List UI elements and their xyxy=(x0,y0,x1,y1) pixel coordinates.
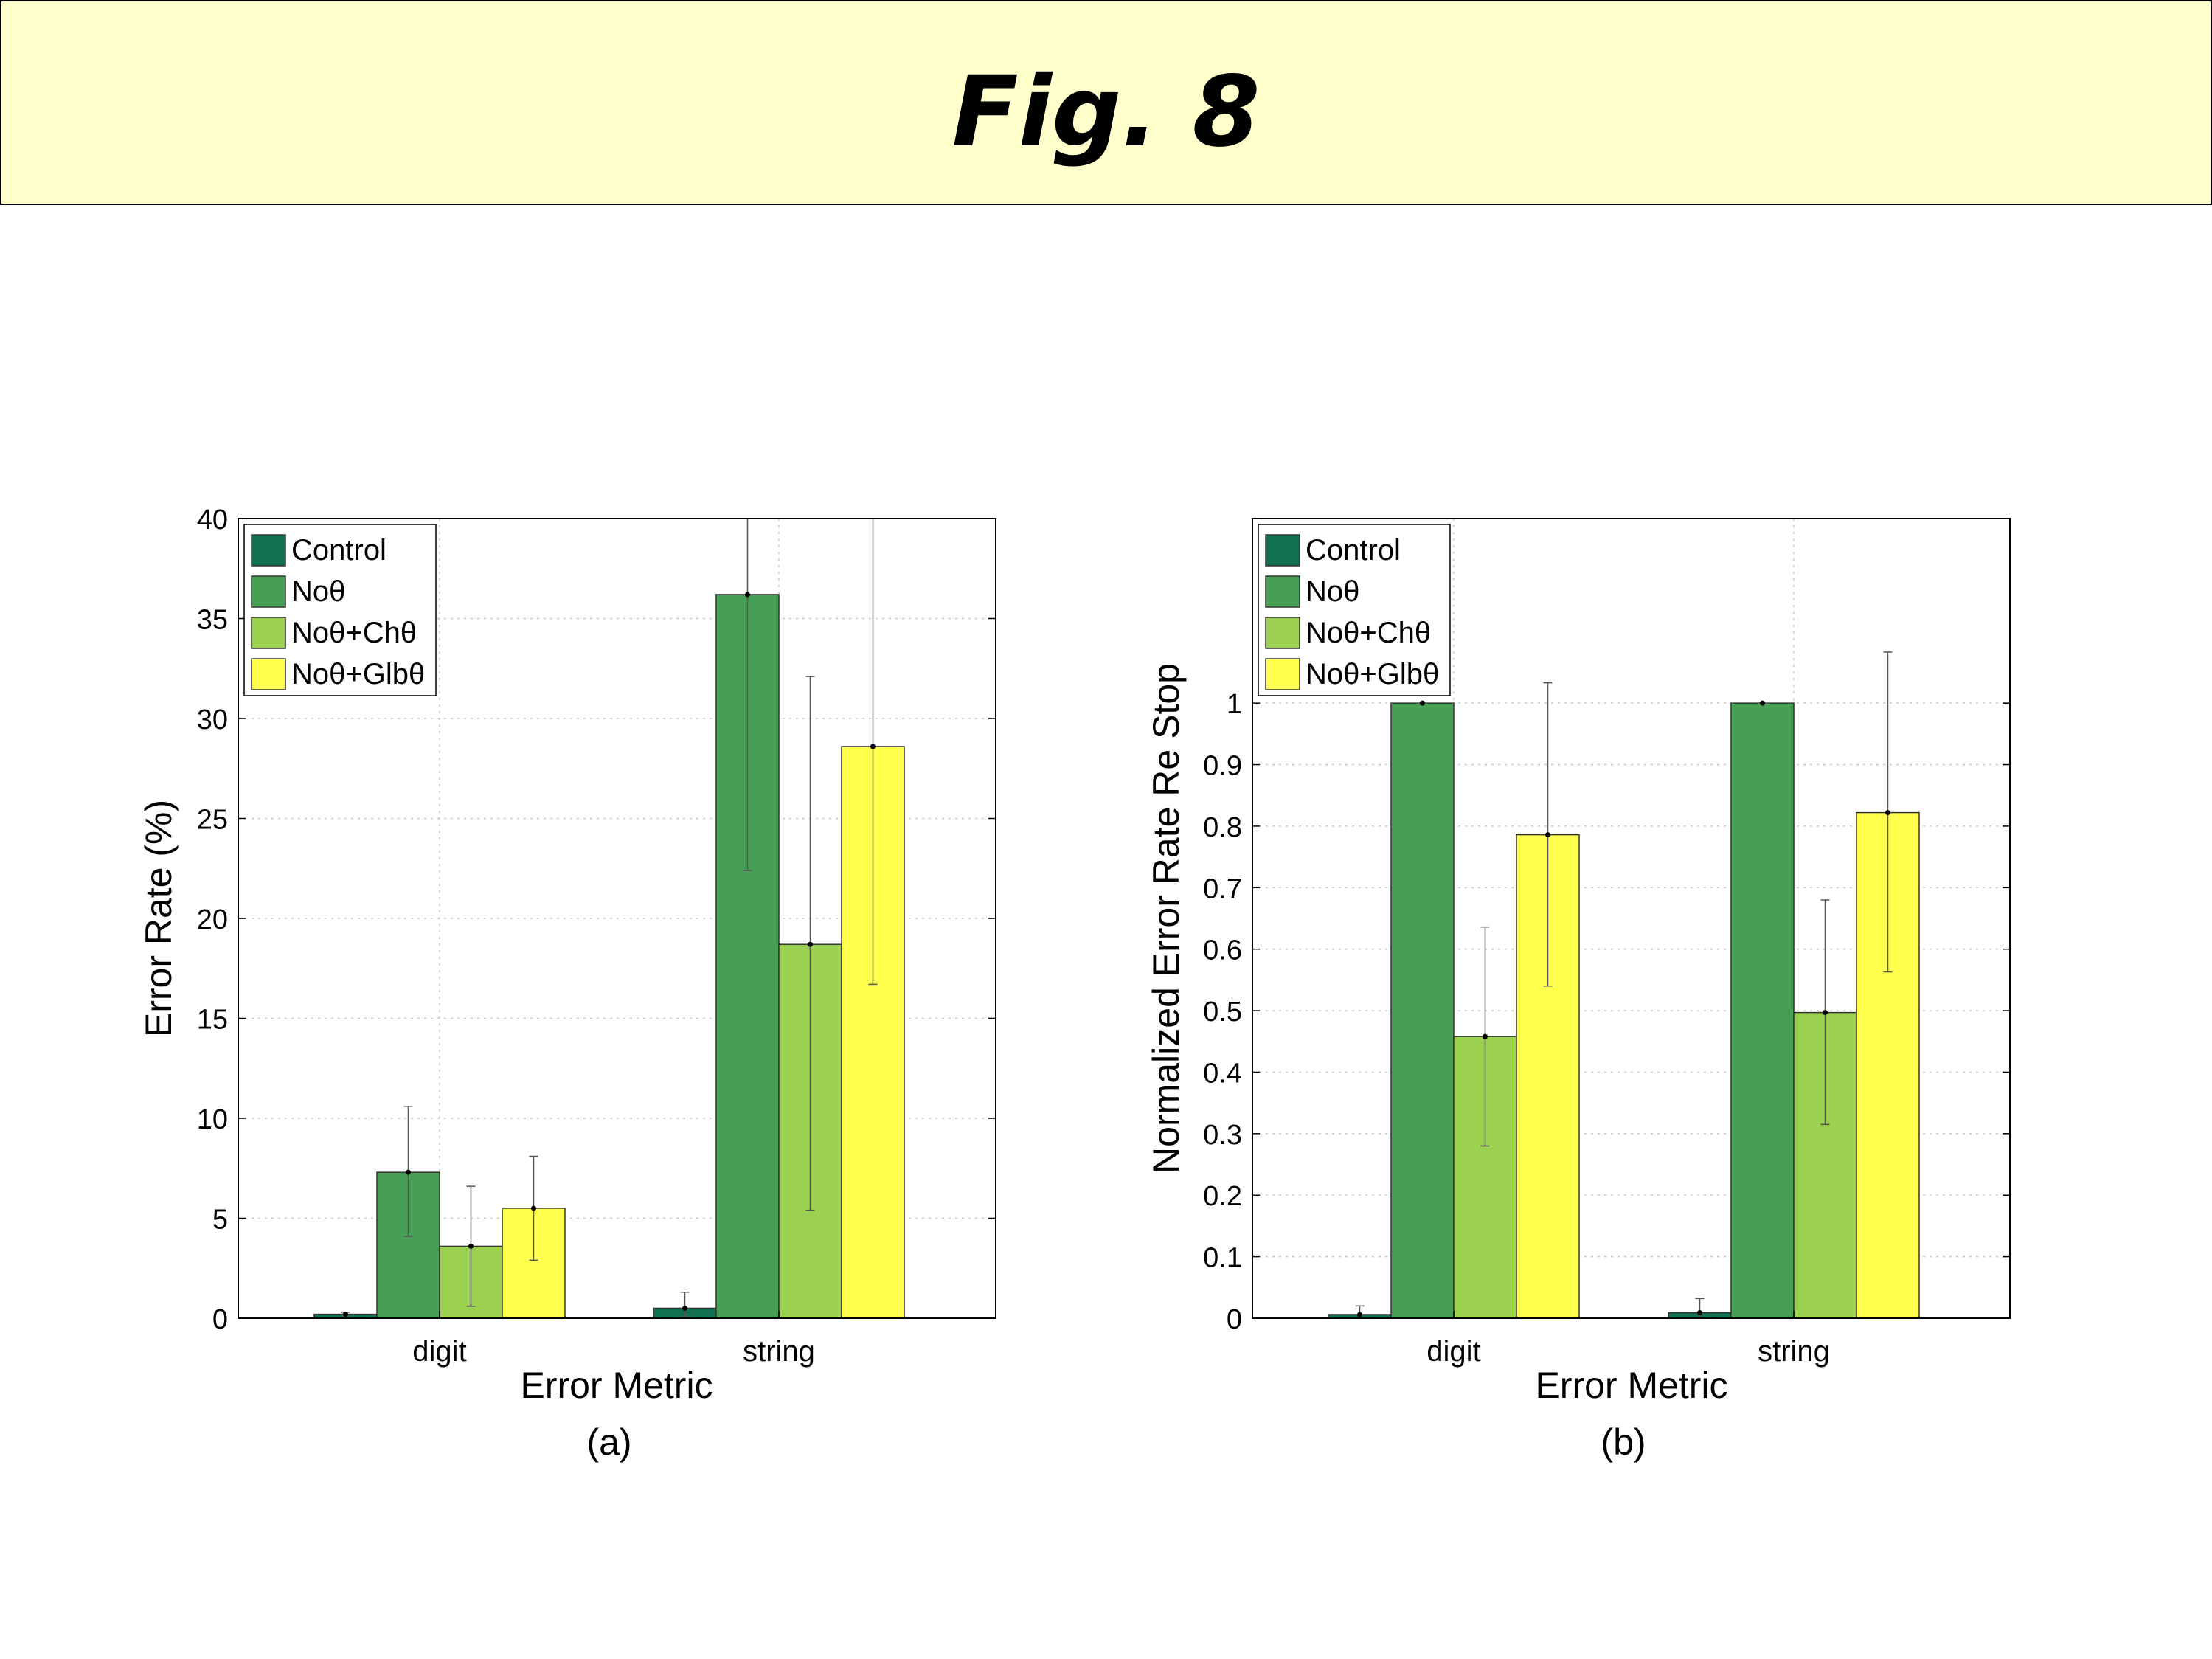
y-tick-label: 25 xyxy=(197,805,228,836)
legend-swatch xyxy=(1265,534,1300,567)
legend-entry: Noθ xyxy=(291,575,345,608)
chart-caption: (a) xyxy=(586,1421,631,1463)
mean-marker xyxy=(870,744,876,749)
y-tick-label: 0.7 xyxy=(1203,873,1242,904)
y-axis-label: Normalized Error Rate Re Stop xyxy=(1145,663,1187,1174)
x-tick-label: digit xyxy=(412,1335,466,1368)
y-tick-label: 40 xyxy=(197,505,228,536)
y-tick-label: 20 xyxy=(197,904,228,935)
x-axis-label: Error Metric xyxy=(520,1365,713,1406)
chart-a: 0 5 10 15 20 25 30 35 40 digit string Error Metric E… xyxy=(138,505,996,1463)
y-tick-label: 0 xyxy=(1227,1304,1242,1335)
legend-entry: Noθ+Glbθ xyxy=(1306,658,1439,690)
y-tick-label: 0.6 xyxy=(1203,935,1242,966)
y-tick-label: 15 xyxy=(197,1005,228,1036)
mean-marker xyxy=(406,1169,411,1175)
x-tick-label: string xyxy=(743,1335,815,1368)
mean-marker xyxy=(745,592,750,598)
legend-entry: Noθ+Chθ xyxy=(291,617,417,649)
y-tick-label: 30 xyxy=(197,704,228,735)
legend-swatch xyxy=(251,617,286,649)
mean-marker xyxy=(1357,1312,1362,1317)
legend-swatch xyxy=(1265,617,1300,649)
mean-marker xyxy=(468,1243,474,1249)
legend-swatch xyxy=(251,575,286,608)
mean-marker xyxy=(343,1312,348,1317)
mean-marker xyxy=(1760,700,1765,706)
y-tick-label: 0.9 xyxy=(1203,751,1242,782)
y-tick-label: 35 xyxy=(197,605,228,636)
bar-no-digit xyxy=(1390,702,1455,1319)
mean-marker xyxy=(1483,1033,1488,1039)
title-banner: Fig. 8 xyxy=(0,0,2212,205)
chart-caption: (b) xyxy=(1601,1421,1646,1463)
legend-entry: Noθ+Glbθ xyxy=(291,658,425,690)
bar-no-string xyxy=(1730,702,1795,1319)
legend-swatch xyxy=(251,534,286,567)
axes-frame xyxy=(238,518,996,1319)
x-axis-label: Error Metric xyxy=(1535,1365,1727,1406)
y-tick-label: 0.5 xyxy=(1203,997,1242,1028)
legend-entry: Control xyxy=(291,534,386,567)
figure-title: Fig. 8 xyxy=(951,55,1261,169)
x-tick-label: string xyxy=(1758,1335,1830,1368)
y-tick-label: 0 xyxy=(212,1304,228,1335)
y-tick-label: 0.4 xyxy=(1203,1058,1242,1089)
y-tick-label: 0.1 xyxy=(1203,1243,1242,1274)
y-tick-label: 1 xyxy=(1227,689,1242,720)
legend-swatch xyxy=(251,658,286,690)
mean-marker xyxy=(531,1205,536,1211)
legend-entry: Noθ+Chθ xyxy=(1306,617,1431,649)
mean-marker xyxy=(682,1305,687,1311)
y-axis-label: Error Rate (%) xyxy=(138,800,179,1037)
legend-swatch xyxy=(1265,575,1300,608)
mean-marker xyxy=(1697,1309,1702,1315)
legend-entry: Noθ xyxy=(1306,575,1359,608)
y-tick-label: 0.2 xyxy=(1203,1181,1242,1212)
axes-frame xyxy=(1252,518,2011,1319)
y-tick-label: 0.3 xyxy=(1203,1120,1242,1151)
mean-marker xyxy=(1885,810,1890,816)
legend-entry: Control xyxy=(1306,534,1401,567)
mean-marker xyxy=(1420,700,1425,706)
mean-marker xyxy=(1823,1010,1828,1016)
y-tick-label: 0.8 xyxy=(1203,812,1242,843)
y-tick-label: 10 xyxy=(197,1104,228,1135)
legend-swatch xyxy=(1265,658,1300,690)
chart-b: 0 0.1 0.2 0.3 0.4 0.5 0.6 0.7 0.8 0.9 1 digit string… xyxy=(1145,518,2011,1463)
mean-marker xyxy=(1545,832,1550,838)
x-tick-label: digit xyxy=(1426,1335,1480,1368)
y-tick-label: 5 xyxy=(212,1205,228,1236)
mean-marker xyxy=(808,941,813,947)
